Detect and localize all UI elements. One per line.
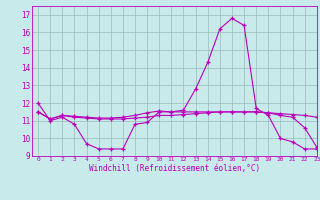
X-axis label: Windchill (Refroidissement éolien,°C): Windchill (Refroidissement éolien,°C) bbox=[89, 164, 260, 173]
